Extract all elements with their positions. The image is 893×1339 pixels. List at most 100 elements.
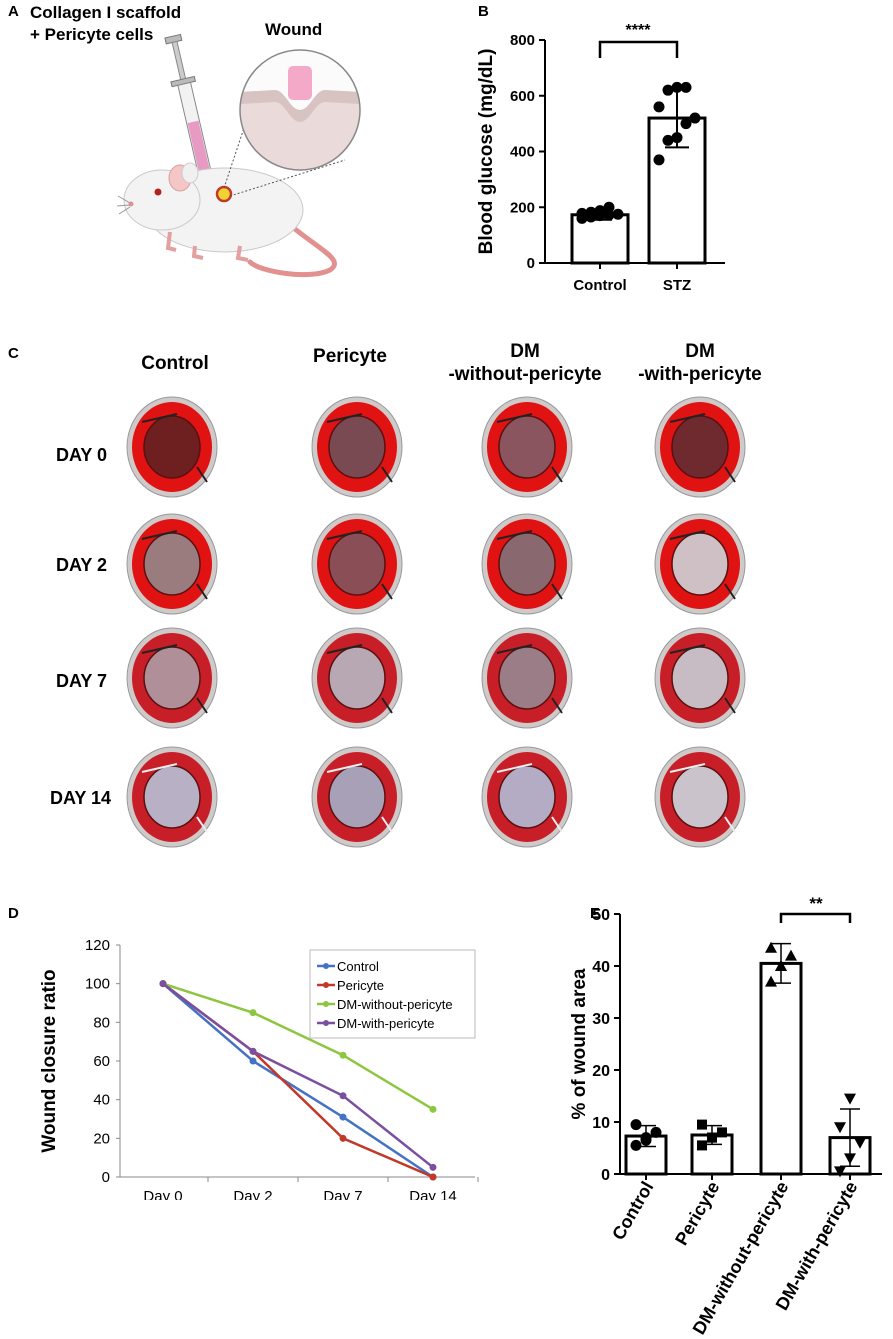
x-tick-label: Day 7 bbox=[323, 1188, 362, 1200]
row-label-day14: DAY 14 bbox=[50, 788, 112, 808]
legend-label: DM-without-pericyte bbox=[337, 997, 453, 1012]
col-header-dm-without: DM -without-pericyte bbox=[430, 340, 620, 386]
col-header-pericyte: Pericyte bbox=[313, 346, 387, 367]
data-point bbox=[844, 1153, 856, 1165]
data-point bbox=[603, 209, 615, 221]
legend-marker bbox=[323, 1001, 329, 1007]
y-tick-label: 80 bbox=[93, 1014, 110, 1031]
significance-label: **** bbox=[626, 22, 652, 39]
data-point bbox=[680, 81, 692, 93]
wound-photo-grid bbox=[126, 396, 746, 848]
wound-bed bbox=[143, 415, 201, 479]
wound-bed bbox=[498, 646, 556, 710]
y-axis-label: Blood glucose (mg/dL) bbox=[476, 49, 497, 255]
y-tick-label: 200 bbox=[510, 199, 535, 216]
y-tick-label: 600 bbox=[510, 88, 535, 105]
wound-bed bbox=[671, 646, 729, 710]
y-axis-label: % of wound area bbox=[569, 968, 590, 1119]
y-tick-label: 60 bbox=[93, 1053, 110, 1070]
y-tick-label: 0 bbox=[527, 255, 535, 272]
data-point bbox=[854, 1137, 866, 1149]
significance-bracket bbox=[598, 40, 679, 58]
suture-line bbox=[496, 763, 563, 833]
wound-spot-icon bbox=[215, 185, 233, 203]
data-point bbox=[653, 101, 665, 113]
wound-bed bbox=[498, 532, 556, 596]
y-tick-label: 120 bbox=[85, 937, 110, 954]
data-point bbox=[653, 154, 665, 166]
series-point bbox=[429, 1105, 437, 1113]
legend-marker bbox=[323, 982, 329, 988]
wound-zoom-view bbox=[240, 50, 360, 170]
wound-bed bbox=[671, 765, 729, 829]
bar-dm-without-pericyte bbox=[759, 961, 803, 1176]
wound-bed bbox=[328, 532, 386, 596]
legend-label: DM-with-pericyte bbox=[337, 1016, 435, 1031]
y-tick-label: 40 bbox=[592, 959, 610, 976]
panel-a-title-line1: Collagen I scaffold bbox=[30, 3, 182, 22]
y-tick-label: 0 bbox=[601, 1167, 610, 1184]
data-point bbox=[630, 1119, 642, 1131]
y-tick-label: 40 bbox=[93, 1092, 110, 1109]
panel-label-b: B bbox=[478, 3, 489, 20]
y-axis-label: Wound closure ratio bbox=[39, 969, 60, 1152]
significance-label: ** bbox=[809, 894, 823, 913]
series-point bbox=[339, 1092, 347, 1100]
wound-label: Wound bbox=[265, 20, 323, 39]
wound-bed bbox=[498, 415, 556, 479]
x-tick-label: STZ bbox=[663, 277, 691, 294]
wound-bed bbox=[143, 765, 201, 829]
suture-line bbox=[141, 763, 208, 833]
mouse-illustration bbox=[116, 33, 361, 278]
col-header-control: Control bbox=[141, 353, 209, 374]
series-point bbox=[339, 1134, 347, 1142]
data-point bbox=[689, 112, 701, 124]
data-point bbox=[844, 1093, 856, 1105]
suture-line bbox=[496, 413, 563, 483]
x-tick-label: Pericyte bbox=[671, 1178, 723, 1249]
legend-marker bbox=[323, 963, 329, 969]
suture-line bbox=[669, 644, 736, 714]
series-line-control bbox=[162, 982, 434, 1179]
series-line-dm-with-pericyte bbox=[162, 982, 434, 1169]
wound-bed bbox=[143, 646, 201, 710]
data-point bbox=[785, 949, 797, 961]
col-header-dm-with-line2: -with-pericyte bbox=[638, 364, 762, 385]
data-point bbox=[630, 1139, 642, 1151]
y-tick-label: 400 bbox=[510, 144, 535, 161]
row-label-day0: DAY 0 bbox=[56, 445, 108, 465]
panel-label-c: C bbox=[8, 345, 19, 362]
suture-line bbox=[669, 530, 736, 600]
data-point bbox=[834, 1122, 846, 1134]
legend-label: Pericyte bbox=[337, 978, 384, 993]
series-point bbox=[249, 1057, 257, 1065]
row-label-day2: DAY 2 bbox=[56, 555, 108, 575]
wound-bed bbox=[143, 532, 201, 596]
data-point bbox=[640, 1132, 652, 1144]
suture-line bbox=[496, 530, 563, 600]
col-header-dm-with: DM -with-pericyte bbox=[620, 340, 780, 386]
data-point bbox=[650, 1126, 662, 1138]
panel-a-title-line2: + Pericyte cells bbox=[30, 25, 154, 44]
data-point bbox=[662, 84, 674, 96]
panel-a-title: Collagen I scaffold + Pericyte cells bbox=[30, 2, 181, 46]
x-tick-label: Day 2 bbox=[233, 1188, 272, 1200]
wound-bed bbox=[671, 415, 729, 479]
series-point bbox=[339, 1051, 347, 1059]
wound-bed bbox=[328, 765, 386, 829]
suture-line bbox=[326, 644, 393, 714]
y-tick-label: 20 bbox=[592, 1063, 610, 1080]
wound-bed bbox=[671, 532, 729, 596]
data-point bbox=[612, 208, 624, 220]
panel-label-d: D bbox=[8, 905, 19, 922]
y-tick-label: 100 bbox=[85, 976, 110, 993]
wound-bed bbox=[328, 646, 386, 710]
syringe-icon bbox=[164, 33, 212, 193]
series-point bbox=[249, 1047, 257, 1055]
suture-line bbox=[326, 530, 393, 600]
data-point bbox=[671, 81, 683, 93]
data-point bbox=[680, 118, 692, 130]
data-point bbox=[603, 201, 615, 213]
series-point bbox=[339, 1113, 347, 1121]
legend-box bbox=[309, 949, 476, 1039]
